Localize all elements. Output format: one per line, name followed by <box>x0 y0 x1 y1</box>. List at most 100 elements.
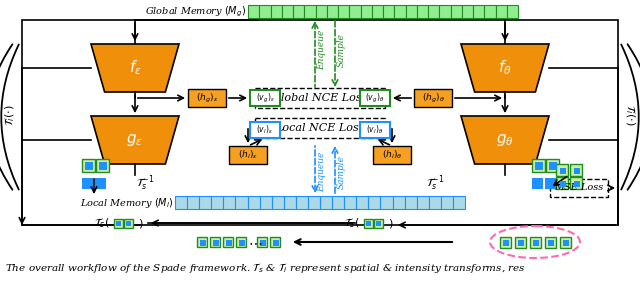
Bar <box>473 5 484 18</box>
Text: Enqueue: Enqueue <box>317 152 326 192</box>
Bar <box>248 196 260 209</box>
Bar <box>259 5 271 18</box>
Polygon shape <box>461 116 549 164</box>
Bar <box>563 240 569 246</box>
Bar <box>461 5 473 18</box>
Bar <box>260 240 266 246</box>
Bar <box>95 158 109 171</box>
Bar <box>548 240 554 246</box>
Bar <box>503 240 509 246</box>
Text: Sample: Sample <box>337 33 346 67</box>
Bar <box>356 196 369 209</box>
Bar <box>453 196 465 209</box>
Bar <box>573 181 580 187</box>
Bar <box>550 179 608 197</box>
Bar <box>570 164 582 176</box>
Bar <box>99 162 107 170</box>
Text: $\mathcal{T}_s^{-1}$: $\mathcal{T}_s^{-1}$ <box>426 173 444 193</box>
Bar <box>372 5 383 18</box>
Bar <box>532 178 543 189</box>
Text: The overall workflow of the Spade framework. $\mathcal{T}_s$ & $\mathcal{T}_i$ r: The overall workflow of the Spade framew… <box>5 261 526 275</box>
Bar <box>197 237 207 247</box>
Bar <box>248 5 259 18</box>
Text: Local Memory $(M_l)$: Local Memory $(M_l)$ <box>79 196 173 209</box>
Bar <box>344 196 356 209</box>
Bar <box>282 5 293 18</box>
Text: MSE Loss: MSE Loss <box>554 183 604 192</box>
Text: $\mathcal{T}_i(\cdot)$: $\mathcal{T}_i(\cdot)$ <box>623 104 637 126</box>
Bar <box>81 158 95 171</box>
Bar <box>255 118 385 138</box>
Bar <box>556 177 568 189</box>
Bar <box>518 240 524 246</box>
Bar <box>113 218 122 228</box>
Bar <box>187 196 199 209</box>
Bar <box>545 178 556 189</box>
Text: Global NCE Loss: Global NCE Loss <box>272 93 368 103</box>
Bar <box>484 5 495 18</box>
Bar <box>82 178 93 189</box>
Bar <box>380 196 392 209</box>
Text: $(h_l)_\epsilon$: $(h_l)_\epsilon$ <box>238 149 258 161</box>
Bar <box>257 237 267 247</box>
Bar <box>429 196 441 209</box>
Bar <box>559 237 570 248</box>
Bar <box>364 218 372 228</box>
Bar <box>270 237 280 247</box>
Text: $\mathcal{T}_s($: $\mathcal{T}_s($ <box>94 216 110 230</box>
Bar <box>296 196 308 209</box>
Bar <box>226 240 232 246</box>
Bar <box>406 5 417 18</box>
Bar <box>327 5 338 18</box>
Bar <box>304 5 316 18</box>
Bar <box>507 5 518 18</box>
Bar <box>332 196 344 209</box>
Bar <box>124 218 132 228</box>
Bar <box>556 164 568 176</box>
Bar <box>439 5 451 18</box>
Bar <box>376 221 381 226</box>
Bar <box>374 218 383 228</box>
Bar <box>239 240 244 246</box>
Bar <box>417 5 428 18</box>
Text: $\cdots$: $\cdots$ <box>248 235 262 249</box>
Bar <box>531 158 545 171</box>
Bar <box>428 5 439 18</box>
Bar <box>293 5 304 18</box>
Bar <box>417 196 429 209</box>
Bar <box>213 240 218 246</box>
Bar <box>360 90 390 106</box>
Bar <box>211 196 223 209</box>
Bar <box>529 237 541 248</box>
Bar <box>545 158 559 171</box>
Bar <box>360 122 390 138</box>
Bar <box>349 5 360 18</box>
Bar <box>559 181 566 187</box>
Bar <box>515 237 525 248</box>
Bar <box>369 196 380 209</box>
Bar <box>545 237 556 248</box>
Bar <box>392 196 404 209</box>
Text: Local NCE Loss: Local NCE Loss <box>275 123 365 133</box>
Bar <box>199 196 211 209</box>
Bar <box>236 196 248 209</box>
Bar <box>273 240 278 246</box>
Bar <box>255 88 385 108</box>
Bar <box>570 177 582 189</box>
Text: $(v_g)_\epsilon$: $(v_g)_\epsilon$ <box>255 91 275 104</box>
Bar <box>499 237 511 248</box>
Text: $(v_g)_\theta$: $(v_g)_\theta$ <box>365 91 385 104</box>
Text: $(h_l)_\theta$: $(h_l)_\theta$ <box>381 149 403 161</box>
Text: $f_\theta$: $f_\theta$ <box>498 59 512 77</box>
Bar <box>284 196 296 209</box>
Text: $(v_l)_\theta$: $(v_l)_\theta$ <box>366 124 384 136</box>
Text: $)$: $)$ <box>138 216 143 230</box>
Text: $)$: $)$ <box>388 216 394 230</box>
Bar <box>86 162 93 170</box>
Text: $g_\epsilon$: $g_\epsilon$ <box>127 132 143 148</box>
Bar <box>95 178 106 189</box>
Bar <box>573 168 580 174</box>
Text: $(h_g)_\theta$: $(h_g)_\theta$ <box>422 91 444 104</box>
Bar <box>441 196 453 209</box>
Polygon shape <box>91 116 179 164</box>
